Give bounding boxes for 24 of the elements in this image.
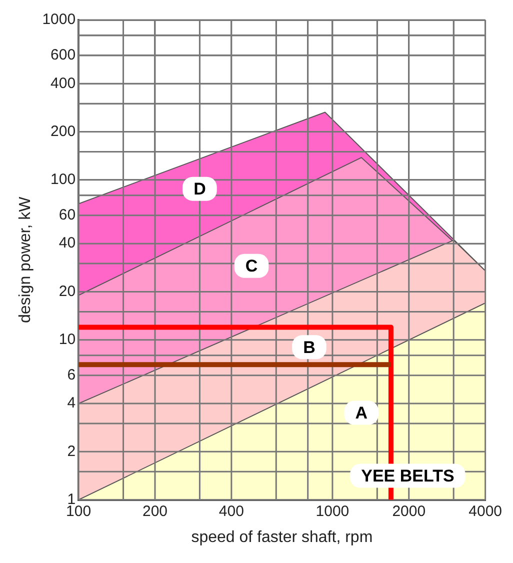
y-tick-label: 100: [50, 171, 76, 188]
y-tick-label: 40: [58, 234, 76, 252]
annotation: D: [194, 180, 206, 198]
y-tick-label: 600: [50, 46, 76, 64]
x-tick-label: 2000: [392, 502, 426, 520]
y-tick-label: 200: [50, 122, 76, 140]
x-axis-title: speed of faster shaft, rpm: [191, 528, 373, 546]
annotation: C: [245, 256, 258, 276]
x-tick-label: 400: [218, 502, 244, 520]
y-tick-label: 6: [67, 366, 76, 384]
annotation: B: [303, 338, 316, 357]
x-tick-label: 200: [142, 502, 168, 520]
y-tick-label: 4: [67, 394, 76, 412]
y-tick-label: 10: [58, 331, 76, 348]
y-tick-label: 60: [58, 206, 76, 224]
y-tick-label: 400: [50, 74, 76, 92]
y-tick-label: 2: [67, 442, 76, 460]
y-tick-label: 20: [58, 282, 76, 300]
x-tick-label: 1000: [316, 502, 350, 520]
y-axis-title: design power, kW: [17, 196, 34, 324]
annotation: YEE BELTS: [361, 466, 454, 486]
x-tick-label: 4000: [468, 502, 502, 520]
annotation: A: [355, 403, 368, 422]
y-tick-label: 1000: [42, 11, 76, 28]
